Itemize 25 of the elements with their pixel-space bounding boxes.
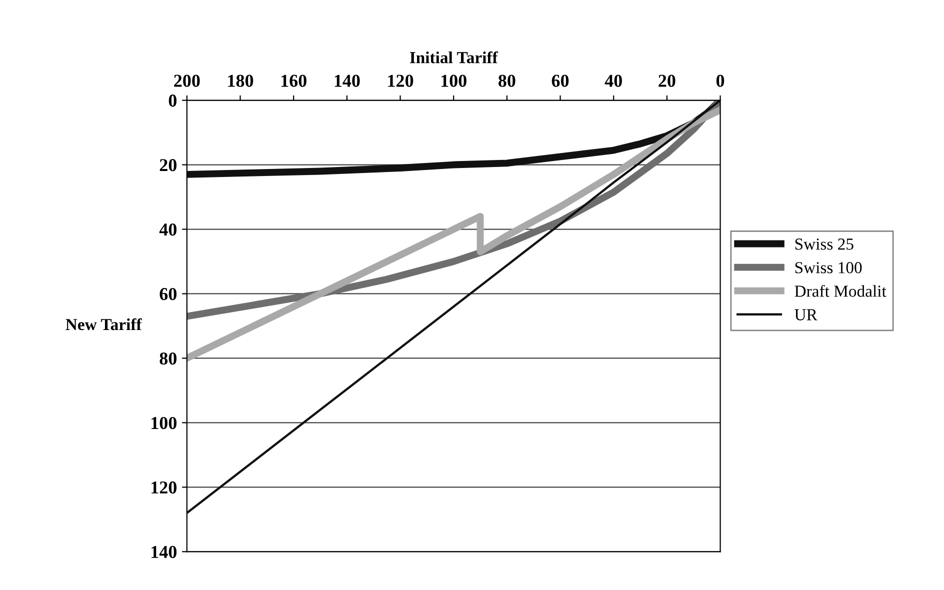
y-tick-label: 20 [160,159,176,172]
y-tick-label: 80 [160,352,176,365]
y-tick-label: 0 [168,94,176,107]
x-tick-label: 160 [281,74,306,87]
y-tick-label: 100 [152,416,176,430]
x-tick-label: 80 [498,74,516,87]
legend-label: Swiss 25 [795,238,854,250]
y-tick-label: 120 [152,481,176,494]
x-tick-label: 180 [228,74,254,87]
x-axis-title: Initial Tariff [410,51,498,64]
legend-label: Swiss 100 [795,262,862,274]
y-tick-label: 60 [160,288,176,300]
x-tick-label: 120 [388,74,414,87]
x-tick-label: 200 [174,74,200,87]
y-tick-label: 140 [152,546,176,558]
y-axis-title: New Tariff [66,318,142,330]
legend-label: Draft Modalit [794,284,886,297]
x-tick-label: 0 [716,74,724,87]
y-tick-label: 40 [159,224,176,236]
x-tick-label: 100 [442,74,466,87]
x-tick-label: 20 [658,74,676,87]
x-tick-label: 40 [604,74,622,87]
legend-label: UR [794,309,818,320]
x-tick-label: 140 [334,74,360,87]
x-tick-label: 60 [552,74,569,87]
